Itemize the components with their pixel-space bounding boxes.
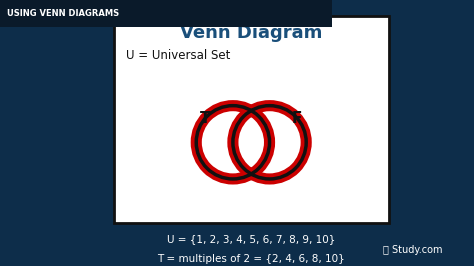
Text: T = multiples of 2 = {2, 4, 6, 8, 10}: T = multiples of 2 = {2, 4, 6, 8, 10} <box>157 254 345 264</box>
FancyBboxPatch shape <box>0 0 332 27</box>
Text: T: T <box>200 111 210 126</box>
Text: U = Universal Set: U = Universal Set <box>126 49 230 62</box>
Text: Venn Diagram: Venn Diagram <box>180 24 322 42</box>
Text: F: F <box>292 111 302 126</box>
Text: Ⓢ Study.com: Ⓢ Study.com <box>383 245 442 255</box>
FancyBboxPatch shape <box>114 16 389 223</box>
Text: U = {1, 2, 3, 4, 5, 6, 7, 8, 9, 10}: U = {1, 2, 3, 4, 5, 6, 7, 8, 9, 10} <box>167 234 336 244</box>
Text: USING VENN DIAGRAMS: USING VENN DIAGRAMS <box>7 9 119 18</box>
